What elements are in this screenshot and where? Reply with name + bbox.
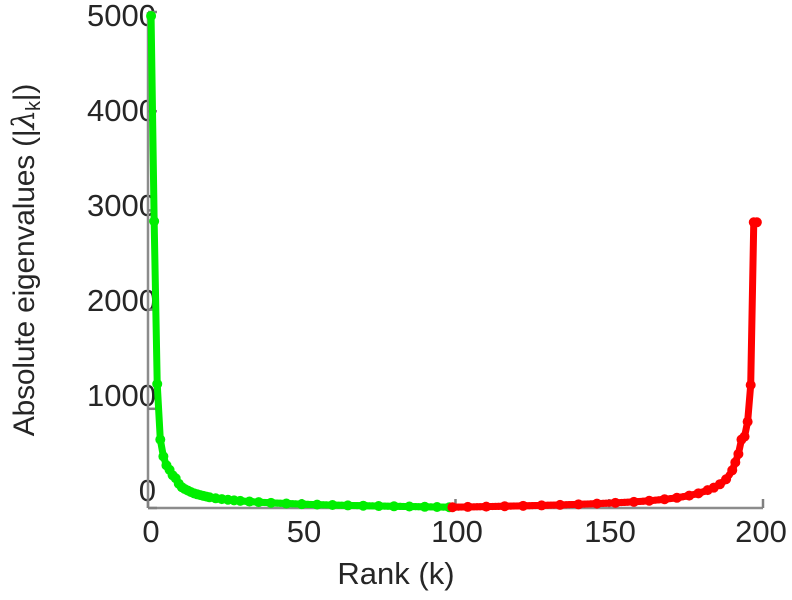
data-point-labeled	[447, 502, 458, 513]
data-point-labeled	[727, 465, 738, 476]
y-tick-label-5000: 5000	[87, 0, 156, 33]
data-point-labeled	[327, 500, 338, 511]
data-point-labeled	[739, 431, 750, 442]
y-tick-label-1000: 1000	[87, 378, 156, 413]
data-point-labeled	[152, 379, 163, 389]
y-tick-label-3000: 3000	[87, 188, 156, 223]
data-point-labeled	[358, 500, 369, 511]
data-point-labeled	[419, 501, 430, 512]
data-point-labeled	[389, 501, 399, 512]
x-tick-label-150: 150	[584, 514, 636, 549]
data-point-labeled	[432, 502, 443, 513]
data-point-labeled	[481, 501, 492, 512]
data-point-labeled	[155, 434, 166, 445]
data-point-labeled	[296, 499, 307, 510]
series-line-1	[448, 218, 761, 511]
data-point-labeled	[628, 496, 639, 507]
series-layer	[146, 10, 762, 513]
data-point-labeled	[671, 492, 682, 503]
series-markers-0	[147, 12, 453, 511]
x-tick-label-100: 100	[431, 514, 483, 549]
data-point-labeled	[518, 500, 529, 511]
data-point-labeled	[312, 499, 323, 510]
data-point-labeled	[684, 490, 695, 501]
data-point-labeled	[730, 457, 741, 468]
series-line-0	[147, 12, 453, 511]
data-point-labeled	[235, 495, 246, 506]
data-point-labeled	[751, 217, 762, 228]
y-tick-label-2000: 2000	[87, 283, 156, 318]
data-point-labeled	[266, 497, 276, 508]
data-point-labeled	[244, 496, 255, 507]
data-point-labeled	[742, 416, 753, 427]
x-tick-label-0: 0	[142, 514, 160, 549]
data-point-labeled	[536, 500, 547, 511]
data-point-labeled	[404, 501, 415, 512]
data-point-labeled	[610, 497, 621, 508]
data-point-labeled	[721, 474, 732, 485]
x-axis-label: Rank (k)	[337, 556, 455, 591]
data-point-labeled	[146, 10, 157, 21]
data-point-labeled	[555, 499, 566, 510]
data-point-labeled	[745, 379, 756, 390]
data-point-labeled	[733, 448, 744, 459]
data-point-labeled	[462, 501, 473, 512]
data-point-labeled	[693, 488, 704, 499]
data-point-labeled	[499, 501, 510, 512]
data-point-labeled	[149, 216, 160, 227]
data-point-labeled	[253, 497, 264, 508]
series-markers-1	[448, 218, 761, 511]
axis-lines	[146, 12, 763, 510]
x-tick-label-200: 200	[735, 514, 787, 549]
y-tick-label-4000: 4000	[87, 93, 156, 128]
data-point-labeled	[158, 451, 169, 462]
data-point-labeled	[281, 498, 292, 509]
data-point-labeled	[373, 501, 384, 512]
data-point-labeled	[659, 494, 670, 505]
data-point-labeled	[591, 498, 602, 509]
x-tick-label-50: 50	[286, 514, 322, 549]
data-point-labeled	[644, 495, 655, 506]
data-point-labeled	[342, 500, 353, 511]
data-point-labeled	[573, 499, 584, 510]
